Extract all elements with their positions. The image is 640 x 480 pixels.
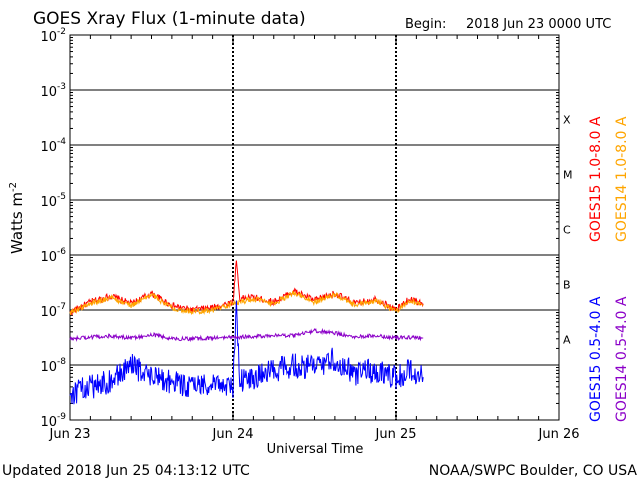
legend-label: GOES15 1.0-8.0 A — [588, 116, 604, 242]
x-tick-label: Jun 23 — [49, 427, 91, 442]
plot-frame — [69, 34, 560, 421]
series-line — [69, 290, 424, 316]
x-axis-label: Universal Time — [267, 442, 364, 457]
flare-class-labels: A B C M X — [563, 114, 573, 347]
y-tick-label: 10-8 — [40, 357, 66, 375]
series-line — [69, 327, 424, 343]
begin-value: 2018 Jun 23 0000 UTC — [466, 17, 611, 32]
updated-timestamp: Updated 2018 Jun 25 04:13:12 UTC — [2, 463, 250, 479]
flare-class-m: M — [563, 169, 573, 182]
y-tick-label: 10-9 — [40, 412, 66, 430]
series-line — [69, 300, 424, 405]
legend-entry: GOES15 0.5-4.0 A — [588, 296, 604, 422]
flare-class-b: B — [563, 279, 571, 292]
y-axis-label-exponent: -2 — [8, 182, 19, 192]
y-tick-label: 10-5 — [40, 192, 66, 210]
legend-label: GOES14 1.0-8.0 A — [614, 116, 630, 242]
x-tick-labels: Jun 23 Jun 24 Jun 25 Jun 26 — [49, 427, 580, 442]
x-tick-label: Jun 25 — [375, 427, 417, 442]
legend-entry: GOES15 1.0-8.0 A — [588, 116, 604, 242]
y-tick-label: 10-6 — [40, 247, 66, 265]
x-tick-label: Jun 26 — [538, 427, 580, 442]
y-axis-label: Watts m — [8, 192, 26, 254]
series-line — [69, 260, 424, 316]
chart-title: GOES Xray Flux (1-minute data) — [33, 9, 306, 29]
legend-entry: GOES14 0.5-4.0 A — [614, 296, 630, 422]
begin-label: Begin: — [405, 17, 446, 32]
grid-lines — [70, 89, 559, 366]
legend-entry: GOES14 1.0-8.0 A — [614, 116, 630, 242]
legend-label: GOES14 0.5-4.0 A — [614, 296, 630, 422]
data-series — [69, 260, 424, 405]
y-tick-marks — [70, 34, 559, 421]
day-dividers — [232, 35, 397, 420]
y-tick-label: 10-2 — [40, 27, 66, 45]
y-tick-label: 10-3 — [40, 82, 66, 100]
x-tick-marks — [69, 35, 560, 420]
legend-label: GOES15 0.5-4.0 A — [588, 296, 604, 422]
flare-class-a: A — [563, 334, 571, 347]
flare-class-x: X — [563, 114, 571, 127]
flare-class-c: C — [563, 224, 571, 237]
svg-text:Watts m-2: Watts m-2 — [8, 182, 26, 254]
y-tick-label: 10-7 — [40, 302, 66, 320]
y-axis-title: Watts m-2 — [8, 182, 26, 254]
legend: GOES15 1.0-8.0 A GOES14 1.0-8.0 A GOES15 0… — [588, 116, 630, 422]
y-tick-labels: 10-9 10-8 10-7 10-6 10-5 10-4 10-3 10-2 — [40, 27, 66, 430]
source-credit: NOAA/SWPC Boulder, CO USA — [429, 463, 638, 479]
y-tick-label: 10-4 — [40, 137, 66, 155]
x-tick-label: Jun 24 — [212, 427, 254, 442]
